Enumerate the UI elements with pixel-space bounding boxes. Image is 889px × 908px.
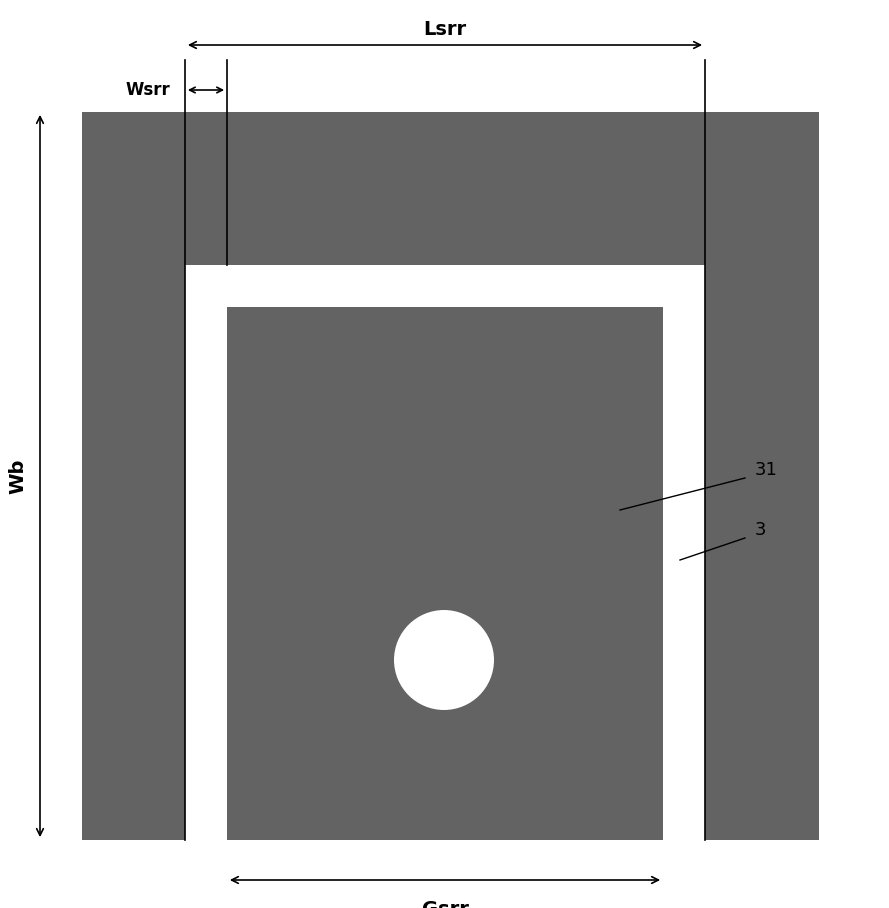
Bar bbox=[663, 703, 705, 751]
Circle shape bbox=[394, 610, 494, 710]
Text: Wsrr: Wsrr bbox=[125, 81, 170, 99]
Text: 3: 3 bbox=[755, 521, 766, 539]
Bar bbox=[185, 703, 227, 751]
Text: Gsrr: Gsrr bbox=[421, 900, 469, 908]
Bar bbox=[185, 265, 705, 307]
Bar bbox=[227, 307, 663, 755]
Text: Lsrr: Lsrr bbox=[423, 20, 467, 39]
Bar bbox=[185, 307, 227, 840]
Text: 31: 31 bbox=[755, 461, 778, 479]
Bar bbox=[82, 112, 819, 840]
Text: Wb: Wb bbox=[9, 459, 28, 494]
Bar bbox=[663, 307, 705, 840]
